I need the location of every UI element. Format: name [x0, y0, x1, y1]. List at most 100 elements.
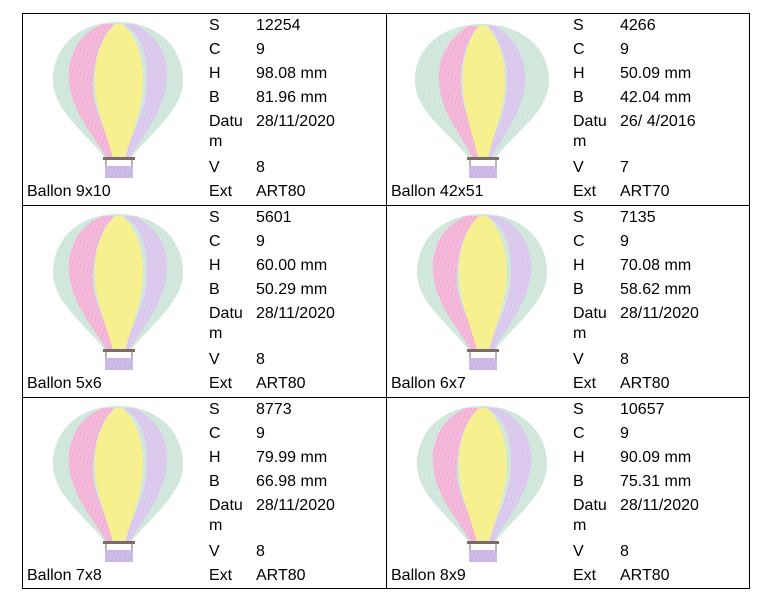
- width-value: 75.31 mm: [620, 473, 692, 490]
- extension-label: Ext: [573, 183, 597, 200]
- design-name: Ballon 5x6: [27, 375, 102, 392]
- colors-value: 9: [256, 425, 265, 442]
- design-card: S 8773 C 9 H 79.99 mm B 66.98 mm Datu m 28/11…: [23, 398, 386, 589]
- version-value: 8: [256, 543, 265, 560]
- height-label: H: [573, 449, 585, 466]
- height-label: H: [209, 449, 221, 466]
- design-name: Ballon 8x9: [391, 567, 466, 584]
- height-value: 60.00 mm: [256, 257, 328, 274]
- extension-label: Ext: [209, 375, 233, 392]
- version-value: 7: [620, 159, 629, 176]
- stitches-label: S: [573, 209, 584, 226]
- height-value: 98.08 mm: [256, 65, 328, 82]
- height-value: 70.08 mm: [620, 257, 692, 274]
- stitches-value: 7135: [620, 209, 656, 226]
- height-value: 50.09 mm: [620, 65, 692, 82]
- extension-label: Ext: [573, 375, 597, 392]
- width-value: 66.98 mm: [256, 473, 328, 490]
- date-label: Datu m: [209, 497, 243, 534]
- extension-value: ART70: [620, 183, 670, 200]
- balloon-thumbnail: [416, 405, 548, 563]
- design-card: S 4266 C 9 H 50.09 mm B 42.04 mm Datu m 26/ 4…: [387, 14, 750, 205]
- stitches-value: 8773: [256, 401, 292, 418]
- date-label: Datu m: [573, 305, 607, 342]
- colors-value: 9: [620, 233, 629, 250]
- extension-value: ART80: [256, 567, 306, 584]
- date-value: 28/11/2020: [256, 305, 335, 322]
- extension-label: Ext: [209, 183, 233, 200]
- colors-label: C: [209, 425, 221, 442]
- width-label: B: [209, 473, 220, 490]
- extension-value: ART80: [256, 183, 306, 200]
- colors-label: C: [573, 233, 585, 250]
- width-label: B: [573, 473, 584, 490]
- design-catalog-sheet: S 12254 C 9 H 98.08 mm B 81.96 mm Datu m 28/1…: [22, 13, 750, 589]
- design-card: S 7135 C 9 H 70.08 mm B 58.62 mm Datu m 28/11…: [387, 206, 750, 397]
- date-label: Datu m: [573, 113, 607, 150]
- date-label: Datu m: [209, 305, 243, 342]
- extension-label: Ext: [209, 567, 233, 584]
- date-value: 28/11/2020: [256, 113, 335, 130]
- height-label: H: [209, 65, 221, 82]
- date-label: Datu m: [573, 497, 607, 534]
- version-label: V: [573, 351, 584, 368]
- design-name: Ballon 9x10: [27, 183, 111, 200]
- date-value: 28/11/2020: [256, 497, 335, 514]
- colors-label: C: [209, 233, 221, 250]
- width-value: 50.29 mm: [256, 281, 328, 298]
- version-label: V: [209, 159, 220, 176]
- height-label: H: [209, 257, 221, 274]
- colors-label: C: [209, 41, 221, 58]
- balloon-thumbnail: [414, 23, 550, 179]
- colors-value: 9: [620, 425, 629, 442]
- stitches-label: S: [209, 209, 220, 226]
- width-label: B: [573, 281, 584, 298]
- colors-value: 9: [620, 41, 629, 58]
- stitches-value: 10657: [620, 401, 665, 418]
- width-label: B: [573, 89, 584, 106]
- colors-value: 9: [256, 233, 265, 250]
- extension-value: ART80: [256, 375, 306, 392]
- colors-value: 9: [256, 41, 265, 58]
- height-label: H: [573, 65, 585, 82]
- design-card: S 5601 C 9 H 60.00 mm B 50.29 mm Datu m 28/11…: [23, 206, 386, 397]
- colors-label: C: [573, 41, 585, 58]
- design-name: Ballon 7x8: [27, 567, 102, 584]
- version-value: 8: [256, 159, 265, 176]
- version-value: 8: [620, 543, 629, 560]
- design-name: Ballon 42x51: [391, 183, 484, 200]
- height-label: H: [573, 257, 585, 274]
- column-divider: [386, 14, 387, 588]
- width-value: 81.96 mm: [256, 89, 328, 106]
- width-label: B: [209, 281, 220, 298]
- date-value: 28/11/2020: [620, 497, 699, 514]
- version-label: V: [209, 543, 220, 560]
- row-divider: [23, 397, 749, 398]
- balloon-thumbnail: [52, 213, 184, 371]
- extension-label: Ext: [573, 567, 597, 584]
- stitches-value: 12254: [256, 17, 301, 34]
- stitches-value: 5601: [256, 209, 292, 226]
- stitches-label: S: [573, 401, 584, 418]
- design-card: S 12254 C 9 H 98.08 mm B 81.96 mm Datu m 28/1…: [23, 14, 386, 205]
- version-value: 8: [256, 351, 265, 368]
- design-name: Ballon 6x7: [391, 375, 466, 392]
- height-value: 79.99 mm: [256, 449, 328, 466]
- version-label: V: [209, 351, 220, 368]
- date-value: 26/ 4/2016: [620, 113, 696, 130]
- date-label: Datu m: [209, 113, 243, 150]
- design-card: S 10657 C 9 H 90.09 mm B 75.31 mm Datu m 28/1…: [387, 398, 750, 589]
- date-value: 28/11/2020: [620, 305, 699, 322]
- version-label: V: [573, 159, 584, 176]
- balloon-thumbnail: [52, 21, 184, 179]
- balloon-thumbnail: [52, 405, 184, 563]
- width-label: B: [209, 89, 220, 106]
- stitches-value: 4266: [620, 17, 656, 34]
- extension-value: ART80: [620, 375, 670, 392]
- width-value: 58.62 mm: [620, 281, 692, 298]
- extension-value: ART80: [620, 567, 670, 584]
- width-value: 42.04 mm: [620, 89, 692, 106]
- version-value: 8: [620, 351, 629, 368]
- stitches-label: S: [209, 401, 220, 418]
- version-label: V: [573, 543, 584, 560]
